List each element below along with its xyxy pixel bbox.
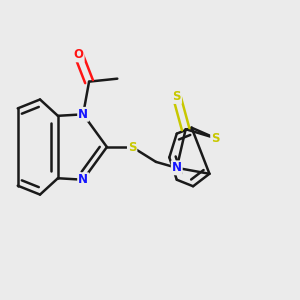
Text: S: S [128, 140, 136, 154]
Text: N: N [78, 108, 88, 121]
Text: S: S [172, 90, 181, 103]
Text: S: S [211, 132, 220, 145]
Text: O: O [74, 48, 84, 62]
Text: N: N [78, 173, 88, 186]
Text: N: N [172, 161, 182, 174]
